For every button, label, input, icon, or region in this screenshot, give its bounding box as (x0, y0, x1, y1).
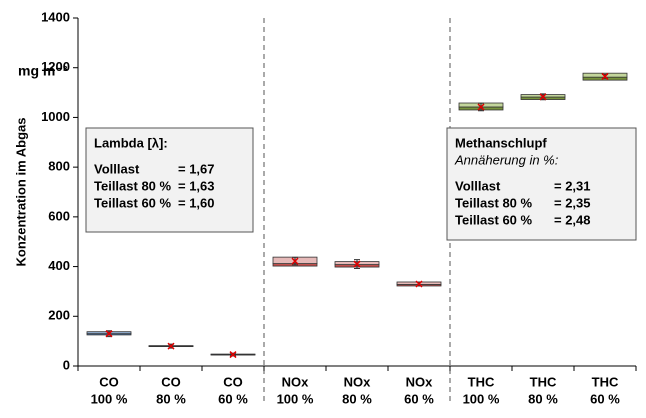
x-tick-sublabel: 60 % (590, 391, 620, 406)
y-tick-label: 400 (48, 258, 70, 273)
mean-marker (601, 72, 609, 80)
mean-marker (415, 280, 423, 288)
y-tick-label: 1400 (41, 9, 70, 24)
annotation-box (446, 127, 637, 241)
mean-marker (539, 93, 547, 101)
y-tick-label: 1000 (41, 109, 70, 124)
x-tick-label: THC (530, 374, 557, 389)
x-tick-sublabel: 80 % (156, 391, 186, 406)
y-tick-label: 800 (48, 159, 70, 174)
annotation-row-label: Teillast 80 % (455, 195, 533, 210)
x-tick-label: THC (468, 374, 495, 389)
annotation-row-value: = 2,31 (554, 178, 591, 193)
annotation-subtitle: Annäherung in %: (454, 152, 559, 167)
x-tick-sublabel: 60 % (218, 391, 248, 406)
y-tick-label: 600 (48, 208, 70, 223)
mean-marker (167, 342, 175, 350)
x-tick-sublabel: 100 % (463, 391, 500, 406)
unit-label: mg m⁻³ (18, 63, 68, 79)
x-tick-label: CO (161, 374, 181, 389)
x-tick-label: CO (99, 374, 119, 389)
annotation-box (85, 127, 254, 233)
annotation-row-value: = 1,60 (178, 195, 215, 210)
mean-marker (477, 103, 485, 111)
annotation-row-label: Teillast 60 % (94, 195, 172, 210)
y-axis-label: Konzentration im Abgas (13, 117, 28, 266)
y-tick-label: 200 (48, 308, 70, 323)
annotation-row-value: = 2,48 (554, 212, 591, 227)
x-tick-sublabel: 60 % (404, 391, 434, 406)
y-tick-label: 0 (63, 357, 70, 372)
x-tick-label: CO (223, 374, 243, 389)
x-tick-sublabel: 80 % (342, 391, 372, 406)
mean-marker (291, 257, 299, 265)
annotation-row-label: Teillast 80 % (94, 178, 172, 193)
x-tick-sublabel: 100 % (91, 391, 128, 406)
annotation-row-label: Volllast (94, 161, 140, 176)
x-tick-label: NOx (282, 374, 310, 389)
annotation-title: Methanschlupf (455, 135, 547, 150)
annotation-title: Lambda [λ]: (94, 135, 168, 150)
mean-marker (229, 351, 237, 359)
x-tick-label: THC (592, 374, 619, 389)
annotation-row-value: = 1,67 (178, 161, 215, 176)
y-tick-label: 1200 (41, 59, 70, 74)
x-tick-label: NOx (406, 374, 434, 389)
mean-marker (105, 330, 113, 338)
annotation-row-label: Volllast (455, 178, 501, 193)
annotation-row-value: = 1,63 (178, 178, 215, 193)
x-tick-sublabel: 100 % (277, 391, 314, 406)
mean-marker (353, 260, 361, 268)
x-tick-label: NOx (344, 374, 372, 389)
annotation-row-value: = 2,35 (554, 195, 591, 210)
x-tick-sublabel: 80 % (528, 391, 558, 406)
annotation-row-label: Teillast 60 % (455, 212, 533, 227)
